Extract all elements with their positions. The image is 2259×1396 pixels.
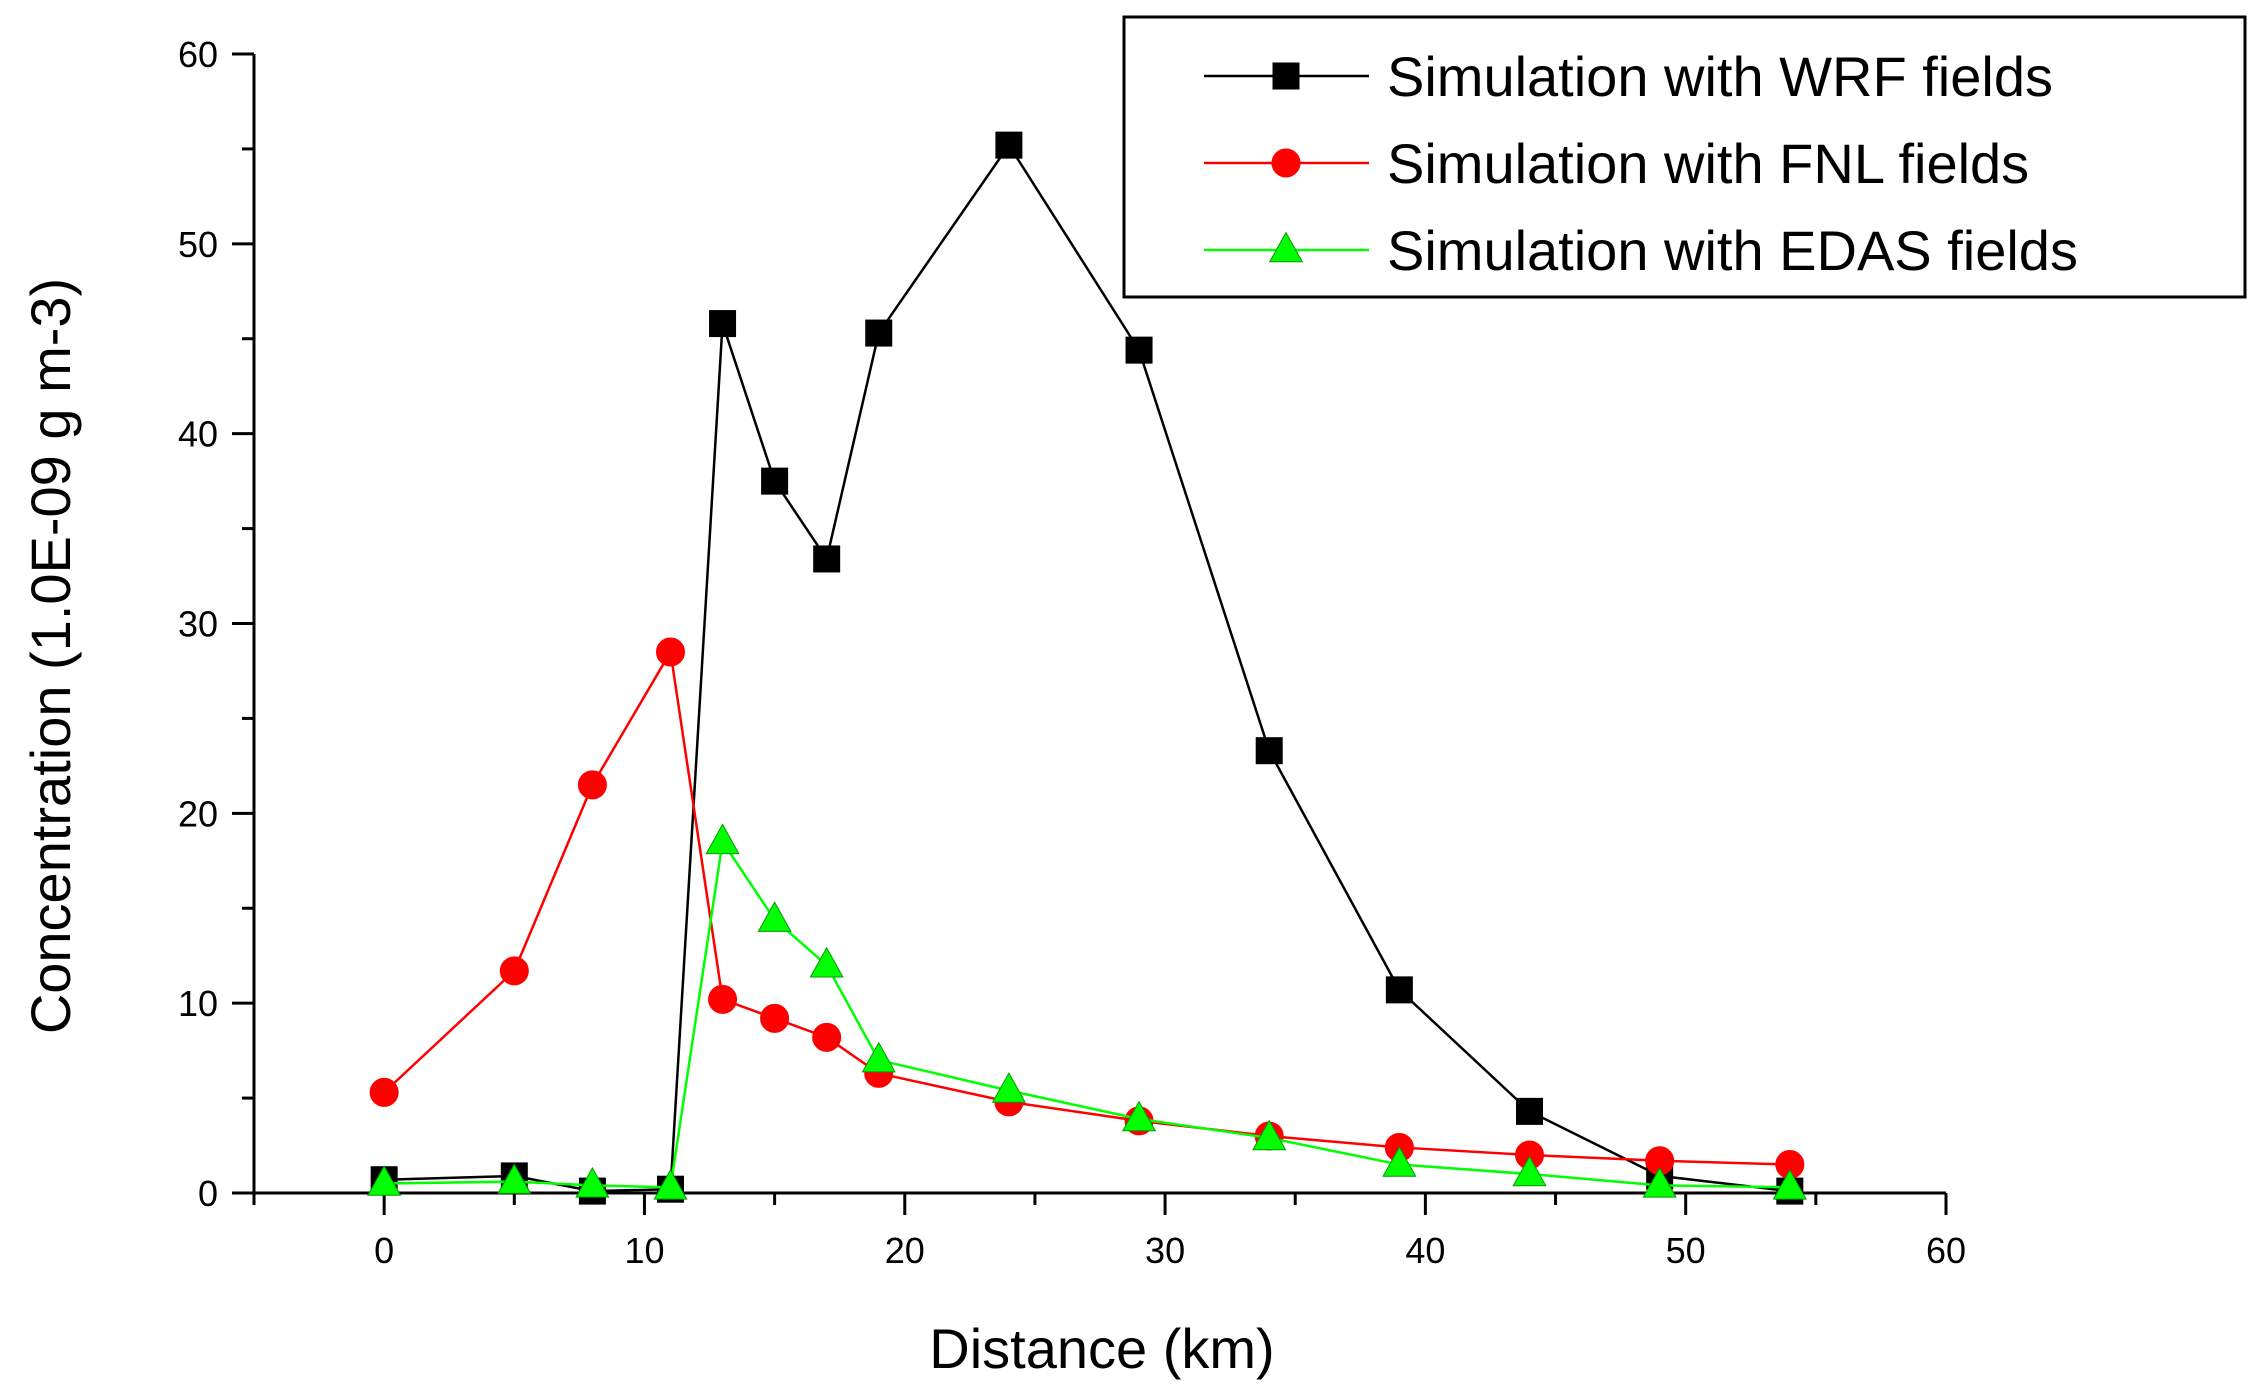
legend-entry: Simulation with WRF fields (1204, 45, 2053, 108)
x-tick-label: 50 (1666, 1230, 1706, 1271)
data-point (1121, 1100, 1157, 1132)
series-3 (367, 823, 1807, 1200)
data-point (709, 310, 737, 338)
data-point (812, 1022, 842, 1052)
series-line (384, 142, 1790, 1193)
y-tick-label: 0 (198, 1173, 218, 1214)
series-layer (367, 131, 1807, 1205)
x-tick-label: 10 (624, 1230, 664, 1271)
data-point (1255, 737, 1283, 765)
data-point (369, 1077, 399, 1107)
y-tick-label: 60 (178, 34, 218, 75)
data-point (757, 901, 792, 932)
data-point (708, 984, 738, 1014)
data-point (1385, 976, 1413, 1004)
data-point (865, 319, 893, 347)
data-point (1772, 1168, 1807, 1200)
series-line (383, 648, 1790, 1166)
x-tick-label: 0 (374, 1230, 394, 1271)
data-point (1642, 1167, 1677, 1198)
data-point (1125, 336, 1153, 364)
x-tick-label: 30 (1145, 1230, 1185, 1271)
legend-marker (1272, 62, 1300, 90)
y-tick-label: 20 (178, 793, 218, 834)
axes: 0 10 20 30 40 50 60 0 10 20 30 40 50 60 (178, 34, 1966, 1271)
legend: Simulation with WRF fields Simulation wit… (1122, 15, 2247, 299)
data-point (497, 1163, 532, 1194)
data-point (991, 1072, 1026, 1103)
x-tick-label: 40 (1405, 1230, 1445, 1271)
y-tick-label: 50 (178, 224, 218, 265)
series-2 (369, 637, 1805, 1180)
data-point (653, 1168, 688, 1200)
x-tick-label: 20 (885, 1230, 925, 1271)
data-point (761, 467, 789, 495)
legend-label: Simulation with FNL fields (1387, 132, 2029, 195)
y-tick-label: 30 (178, 604, 218, 645)
y-axis-title: Concentration (1.0E-09 g m-3) (19, 278, 82, 1034)
data-point (861, 1041, 896, 1073)
data-point (760, 1003, 790, 1033)
y-tick-label: 40 (178, 414, 218, 455)
data-point (705, 823, 740, 855)
y-tick-label: 10 (178, 983, 218, 1024)
data-point (809, 946, 844, 978)
legend-entry: Simulation with EDAS fields (1204, 219, 2078, 282)
data-point (1512, 1155, 1547, 1187)
data-point (577, 770, 607, 800)
data-point (1382, 1146, 1417, 1177)
data-point (1252, 1119, 1287, 1151)
x-tick-label: 60 (1926, 1230, 1966, 1271)
x-axis-title: Distance (km) (929, 1317, 1274, 1380)
legend-label: Simulation with EDAS fields (1387, 219, 2078, 282)
data-point (575, 1167, 610, 1198)
data-point (813, 545, 841, 573)
data-point (1516, 1097, 1544, 1125)
legend-marker (1271, 148, 1301, 178)
legend-label: Simulation with WRF fields (1387, 45, 2053, 108)
data-point (367, 1165, 402, 1196)
legend-marker (1268, 231, 1304, 263)
legend-entry: Simulation with FNL fields (1204, 132, 2029, 195)
data-point (655, 637, 685, 667)
data-point (499, 956, 529, 986)
data-point (995, 131, 1023, 159)
